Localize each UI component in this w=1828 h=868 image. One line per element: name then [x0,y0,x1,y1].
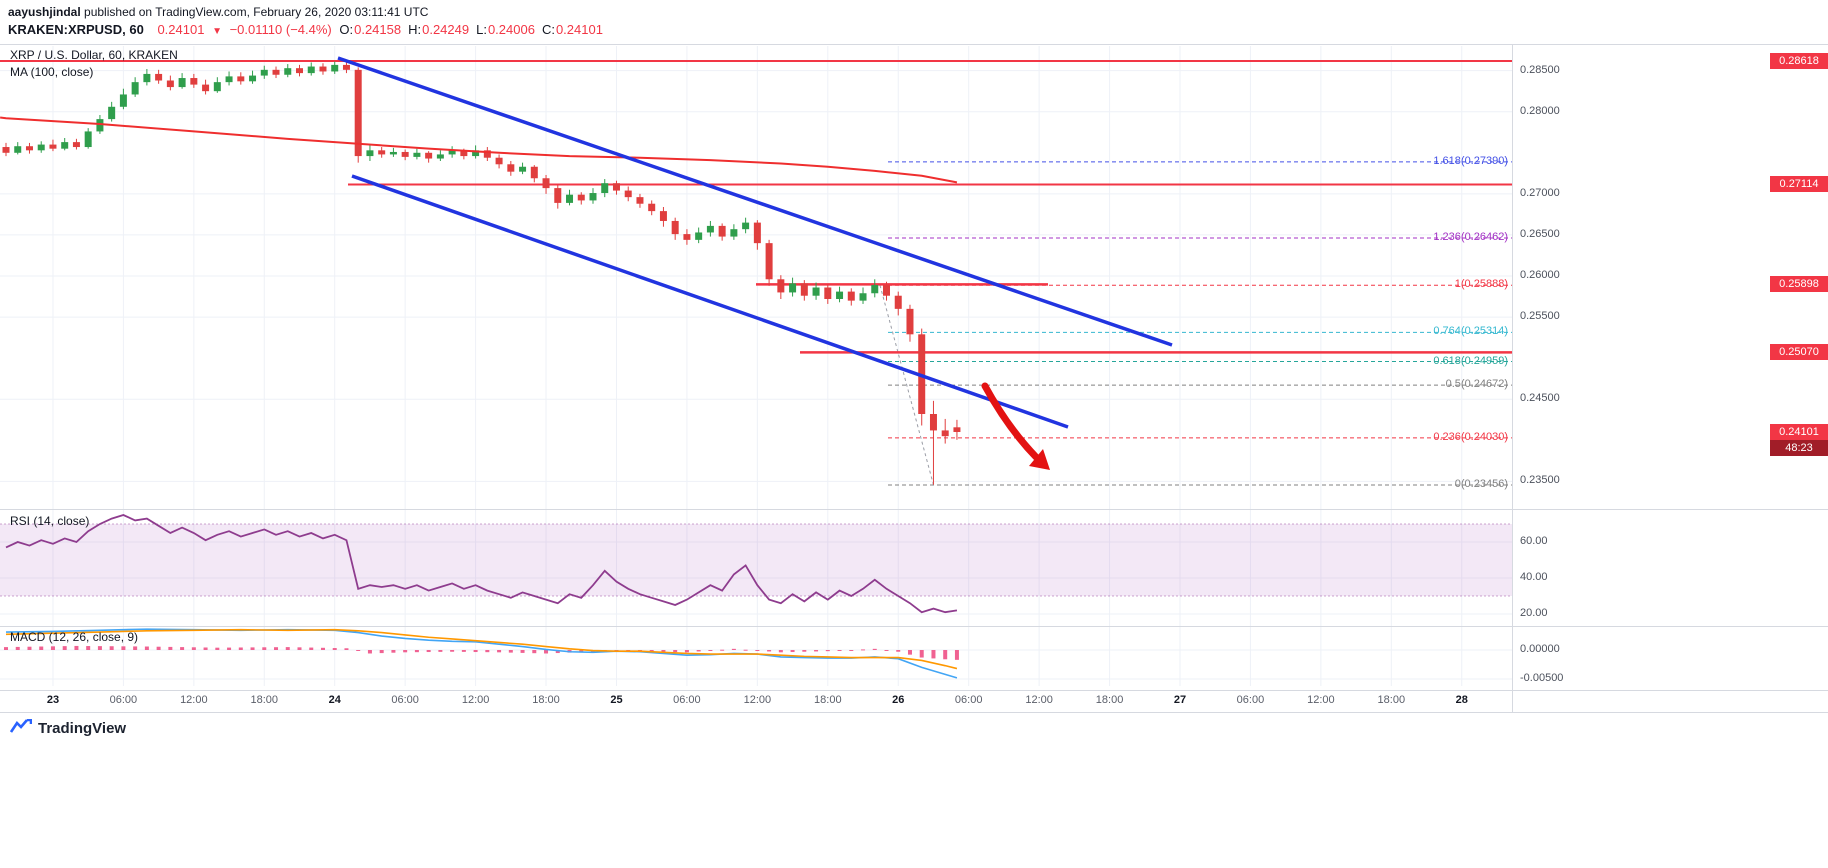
time-tick-label: 18:00 [1377,694,1406,706]
rsi-tick-label: 40.00 [1520,571,1548,583]
rsi-line [5,514,958,614]
time-tick-label: 25 [610,694,623,706]
macd-signal-line [5,628,958,670]
ohlc-key: L: [476,22,487,37]
time-tick-label: 12:00 [743,694,772,706]
time-axis[interactable] [0,691,1828,712]
badge-price: 0.27114 [1770,176,1828,193]
symbol-bar: KRAKEN:XRPUSD, 60 0.24101 ▼ −0.01110 (−4… [8,22,614,37]
time-tick-label: 06:00 [391,694,419,706]
time-tick-label: 06:00 [673,694,701,706]
time-tick-label: 12:00 [461,694,490,706]
price-tick-label: 0.23500 [1520,474,1560,487]
time-tick-label: 18:00 [1095,694,1124,706]
rsi-legend[interactable]: RSI (14, close) [10,514,90,528]
price-tick-label: 0.25500 [1520,310,1560,323]
fib-level-label: 0.618(0.24959) [1433,354,1508,367]
tradingview-logo-icon [10,719,32,733]
ohlc-value: 0.24101 [555,22,603,37]
tradingview-logo[interactable]: TradingView [10,719,126,737]
time-tick-label: 24 [328,694,341,706]
badge-price: 0.24101 [1770,423,1828,440]
badge-price: 0.28618 [1770,52,1828,69]
macd-line [5,628,958,679]
time-tick-label: 12:00 [1307,694,1335,706]
price-tick-label: 0.24500 [1520,392,1560,405]
symbol-title: KRAKEN:XRPUSD, 60 [8,22,144,37]
price-axis-badge: 0.25070 [1770,344,1828,361]
author-name: aayushjindal [8,5,81,19]
time-tick-label: 06:00 [1236,694,1265,706]
price-change: −0.01110 (−4.4%) [229,22,332,37]
fib-level-label: 1.236(0.26462) [1433,231,1508,244]
fib-trendline[interactable] [879,285,934,486]
publish-info: published on TradingView.com, February 2… [80,5,429,19]
ohlc-key: H: [408,22,422,37]
fib-level-label: 0.236(0.24030) [1433,430,1508,443]
main-series-legend[interactable]: XRP / U.S. Dollar, 60, KRAKEN [10,48,178,62]
ma-legend[interactable]: MA (100, close) [10,65,94,79]
time-tick-label: 27 [1173,694,1187,706]
arrow-annotation[interactable] [981,382,1040,461]
price-tick-label: 0.26000 [1520,269,1560,281]
time-tick-label: 28 [1455,694,1468,706]
price-tick-label: 0.28500 [1520,63,1560,76]
badge-price: 0.25898 [1770,276,1828,293]
time-tick-label: 18:00 [250,694,279,706]
tradingview-wordmark: TradingView [38,719,127,737]
ma-line[interactable] [0,116,958,184]
last-price: 0.24101 [157,22,205,37]
price-down-arrow-icon: ▼ [212,26,222,37]
fib-level-label: 0.5(0.24672) [1445,378,1508,391]
time-tick-label: 26 [892,694,905,706]
byline: aayushjindal published on TradingView.co… [8,5,428,19]
badge-price: 0.25070 [1770,344,1828,361]
bar-countdown: 48:23 [1770,439,1828,456]
price-tick-label: 0.26500 [1520,227,1560,240]
time-tick-label: 18:00 [532,694,560,706]
ohlc-key: C: [541,22,555,37]
macd-legend[interactable]: MACD (12, 26, close, 9) [10,630,139,644]
price-tick-label: 0.27000 [1520,186,1560,199]
price-axis[interactable] [1513,45,1828,690]
trend-channel-line[interactable] [351,174,1069,429]
price-axis-badge: 0.24101 48:23 [1770,423,1828,456]
price-axis-badge: 0.28618 [1770,52,1828,69]
time-tick-label: 23 [46,694,60,706]
candlestick-series [2,61,961,485]
macd-tick-label: 0.00000 [1520,643,1560,655]
arrow-annotation-head [1029,449,1050,470]
fib-level-label: 1.618(0.27390) [1433,154,1508,167]
ohlc-key: O: [339,22,354,37]
time-tick-label: 12:00 [1025,694,1053,706]
time-tick-label: 06:00 [109,694,138,706]
rsi-tick-label: 20.00 [1520,607,1548,619]
rsi-band [0,524,1512,596]
macd-histogram [4,645,959,660]
rsi-tick-label: 60.00 [1520,535,1548,547]
price-axis-badge: 0.27114 [1770,176,1828,193]
ohlc-readout: O:0.24158 H:0.24249 L:0.24006 C:0.24101 [339,22,610,37]
price-axis-badge: 0.25898 [1770,276,1828,293]
ohlc-value: 0.24158 [354,22,402,37]
trend-channel-line[interactable] [337,56,1173,347]
time-tick-label: 06:00 [954,694,983,706]
fib-level-label: 0.764(0.25314) [1433,325,1508,338]
macd-tick-label: -0.00500 [1520,672,1564,684]
time-tick-label: 18:00 [814,694,842,706]
fib-level-label: 0(0.23456) [1454,477,1508,490]
time-tick-label: 12:00 [180,694,208,706]
fib-level-label: 1(0.25888) [1454,278,1508,291]
ohlc-value: 0.24249 [422,22,470,37]
price-tick-label: 0.28000 [1520,104,1560,117]
ohlc-value: 0.24006 [487,22,535,37]
